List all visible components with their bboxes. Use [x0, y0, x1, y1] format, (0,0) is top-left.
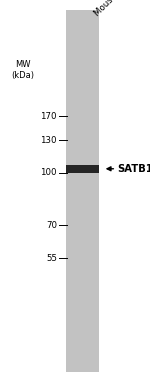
- Bar: [66, 10, 99, 372]
- Text: 170: 170: [40, 112, 57, 121]
- Text: Mouse thymus: Mouse thymus: [93, 0, 144, 18]
- Text: 55: 55: [46, 253, 57, 263]
- Text: 70: 70: [46, 220, 57, 230]
- Text: 130: 130: [40, 136, 57, 145]
- Text: 100: 100: [40, 168, 57, 177]
- Bar: [66, 165, 99, 173]
- Text: MW
(kDa): MW (kDa): [12, 60, 35, 80]
- Text: SATB1: SATB1: [117, 164, 150, 174]
